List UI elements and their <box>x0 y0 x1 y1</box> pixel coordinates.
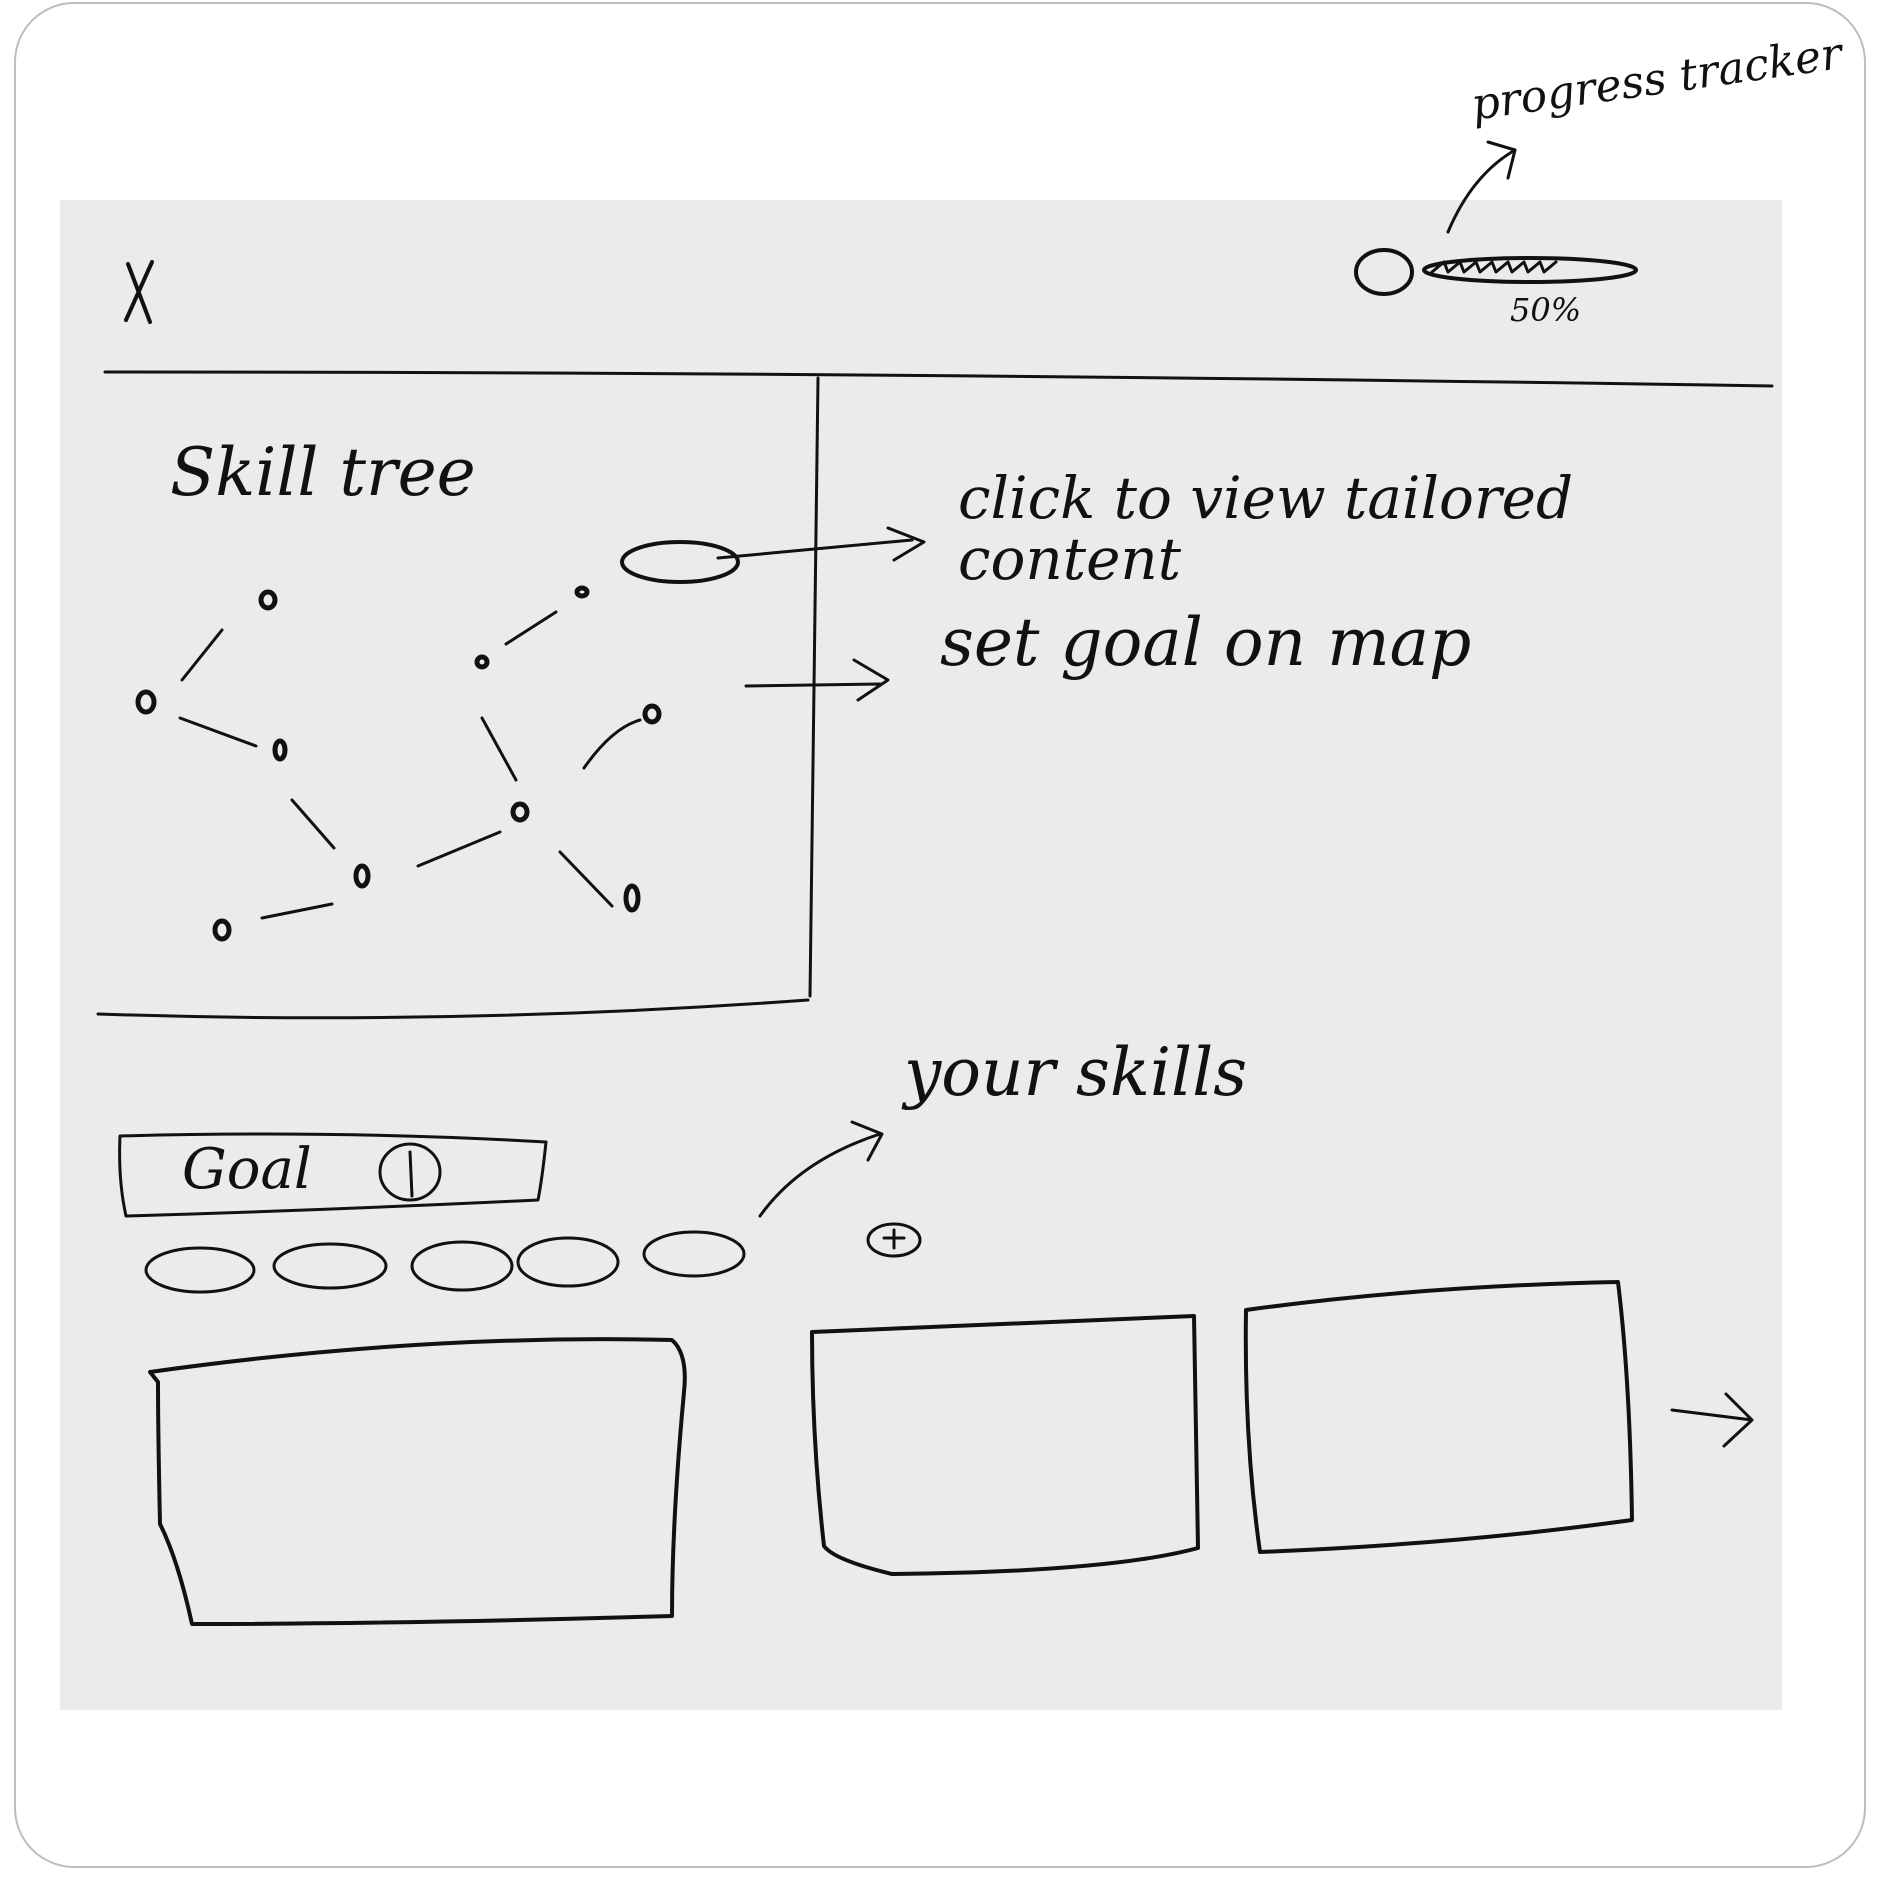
goal-box[interactable] <box>118 1132 548 1218</box>
skill-tree-edges <box>178 526 926 920</box>
skill-node[interactable] <box>353 863 371 889</box>
set-goal-annotation: set goal on map <box>940 604 1472 681</box>
skill-node-goal[interactable] <box>620 540 740 584</box>
skill-tree-title: Skill tree <box>170 434 476 511</box>
skill-chip[interactable] <box>144 1246 256 1294</box>
goal-label: Goal <box>182 1137 312 1202</box>
header-divider <box>103 370 1774 388</box>
annotation-arrow-skills <box>758 1120 884 1218</box>
skill-tree-border-right <box>808 376 820 998</box>
skill-tree-nodes[interactable] <box>135 540 740 942</box>
avatar[interactable] <box>1354 248 1414 296</box>
annotation-arrow-progress <box>1446 140 1517 234</box>
content-card[interactable] <box>148 1337 687 1626</box>
content-card[interactable] <box>810 1314 1200 1576</box>
skill-node[interactable] <box>135 689 157 715</box>
skill-node[interactable] <box>258 589 278 611</box>
skill-node[interactable] <box>474 654 490 670</box>
skill-chip[interactable] <box>272 1242 388 1290</box>
skill-node[interactable] <box>510 801 530 823</box>
progress-fill <box>1430 260 1558 274</box>
skill-node[interactable] <box>623 883 641 913</box>
skill-node[interactable] <box>272 738 288 762</box>
skill-chips <box>144 1230 746 1294</box>
app-canvas <box>60 200 1782 1710</box>
skill-node[interactable] <box>642 703 662 725</box>
skill-chip[interactable] <box>410 1240 514 1292</box>
plus-icon[interactable] <box>866 1222 922 1258</box>
progress-percent: 50% <box>1510 291 1582 329</box>
content-card[interactable] <box>1243 1280 1634 1554</box>
arrow-right-icon[interactable] <box>1670 1392 1754 1448</box>
progress-bar <box>1422 256 1638 284</box>
plus-icon-mark <box>882 1228 906 1250</box>
info-icon[interactable] <box>378 1142 442 1202</box>
info-icon-mark <box>408 1150 414 1198</box>
skill-tree-border-bottom <box>96 998 810 1020</box>
close-icon[interactable] <box>124 260 154 324</box>
tailored-content-annotation: click to view tailored content <box>958 464 1574 593</box>
progress-track <box>1422 256 1638 284</box>
skill-chip[interactable] <box>516 1236 620 1288</box>
skill-node[interactable] <box>574 585 590 599</box>
skill-chip[interactable] <box>642 1230 746 1278</box>
your-skills-annotation: your skills <box>904 1034 1248 1111</box>
skill-node[interactable] <box>212 918 232 942</box>
